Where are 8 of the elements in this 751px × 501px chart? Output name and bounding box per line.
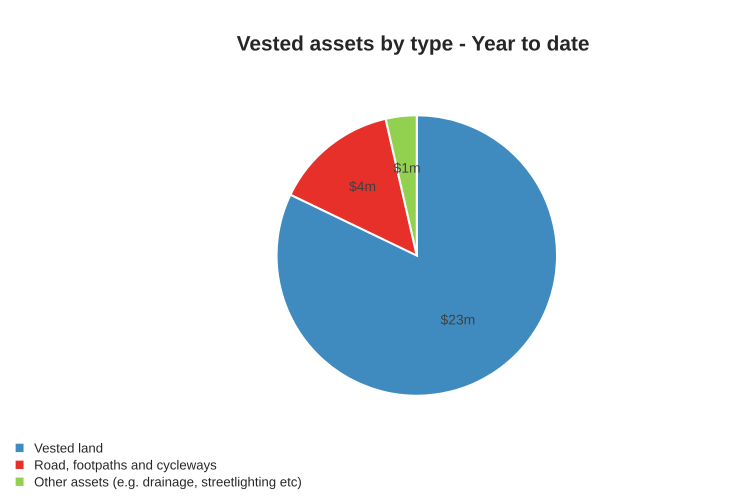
- pie-slice: [289, 118, 418, 257]
- data-label: $4m: [349, 180, 376, 192]
- legend-label: Road, footpaths and cycleways: [35, 460, 216, 472]
- legend-label: Vested land: [34, 442, 102, 453]
- legend-label: Other assets (e.g. drainage, streetlighting etc): [34, 476, 301, 490]
- pie-slice: [275, 114, 558, 397]
- data-label: $23m: [440, 314, 474, 326]
- chart-title: Vested assets by type - Year to date: [236, 35, 589, 55]
